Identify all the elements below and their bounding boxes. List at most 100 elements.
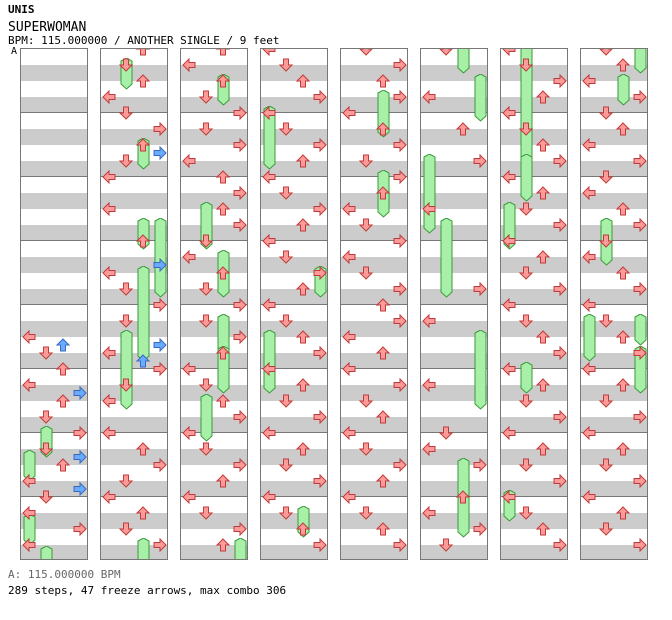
- beat-stripe: [181, 449, 247, 465]
- beat-stripe: [421, 353, 487, 369]
- arrow-right-icon: [633, 538, 647, 552]
- beat-stripe: [261, 545, 327, 559]
- measure-line: [421, 176, 487, 177]
- arrow-right-icon: [233, 458, 247, 472]
- measure-line: [421, 112, 487, 113]
- beat-stripe: [581, 417, 647, 433]
- arrow-left-icon: [502, 170, 516, 184]
- beat-stripe: [421, 193, 487, 209]
- beat-stripe: [21, 257, 87, 273]
- beat-stripe: [101, 65, 167, 81]
- arrow-right-icon: [153, 298, 167, 312]
- beat-stripe: [101, 545, 167, 559]
- measure-line: [181, 368, 247, 369]
- arrow-right-icon: [233, 298, 247, 312]
- arrow-up-icon: [456, 490, 470, 504]
- measure-line: [341, 176, 407, 177]
- freeze-arrow-right: [473, 330, 487, 410]
- freeze-arrow-right: [633, 49, 647, 74]
- beat-stripe: [341, 257, 407, 273]
- arrow-down-icon: [119, 154, 133, 168]
- beat-stripe: [341, 449, 407, 465]
- arrow-right-icon: [393, 378, 407, 392]
- arrow-up-icon: [376, 410, 390, 424]
- arrow-left-icon: [182, 426, 196, 440]
- arrow-right-icon: [233, 522, 247, 536]
- arrow-left-icon: [102, 346, 116, 360]
- arrow-down-icon: [359, 49, 373, 56]
- arrow-down-icon: [599, 458, 613, 472]
- arrow-left-icon: [262, 490, 276, 504]
- arrow-up-icon: [616, 442, 630, 456]
- arrow-left-icon: [182, 362, 196, 376]
- beat-stripe: [341, 545, 407, 559]
- arrow-right-icon: [553, 538, 567, 552]
- measure-line: [501, 176, 567, 177]
- measure-line: [101, 176, 167, 177]
- arrow-up-icon: [136, 506, 150, 520]
- beat-stripe: [181, 97, 247, 113]
- beat-stripe: [421, 65, 487, 81]
- beat-stripe: [341, 513, 407, 529]
- beat-stripe: [101, 161, 167, 177]
- arrow-down-icon: [199, 122, 213, 136]
- beat-stripe: [501, 193, 567, 209]
- beat-stripe: [341, 161, 407, 177]
- arrow-right-icon: [233, 330, 247, 344]
- chart-column-6: [420, 48, 488, 560]
- freeze-arrow-left: [262, 330, 277, 394]
- arrow-up-icon: [616, 202, 630, 216]
- beat-stripe: [581, 321, 647, 337]
- arrow-down-icon: [279, 458, 293, 472]
- beat-stripe: [421, 321, 487, 337]
- beat-stripe: [181, 417, 247, 433]
- measure-line: [181, 496, 247, 497]
- arrow-left-icon: [22, 538, 36, 552]
- arrow-right-icon: [73, 522, 87, 536]
- measure-line: [341, 304, 407, 305]
- beat-stripe: [21, 161, 87, 177]
- beat-stripe: [341, 385, 407, 401]
- measure-line: [341, 112, 407, 113]
- song-title: SUPERWOMAN: [8, 20, 87, 35]
- arrow-down-icon: [119, 314, 133, 328]
- measure-line: [501, 496, 567, 497]
- beat-stripe: [581, 225, 647, 241]
- measure-line: [21, 176, 87, 177]
- beat-stripe: [421, 289, 487, 305]
- measure-line: [501, 432, 567, 433]
- arrow-right-icon: [633, 154, 647, 168]
- arrow-up-icon: [136, 49, 150, 56]
- arrow-right-icon: [473, 458, 487, 472]
- arrow-up-icon: [376, 346, 390, 360]
- freeze-arrow-up: [136, 538, 151, 559]
- arrow-right-icon: [553, 410, 567, 424]
- arrow-left-icon: [102, 394, 116, 408]
- song-artist: UNIS: [8, 3, 35, 16]
- arrow-up-icon: [216, 266, 230, 280]
- arrow-right-icon: [393, 538, 407, 552]
- arrow-left-icon: [582, 250, 596, 264]
- beat-stripe: [501, 65, 567, 81]
- beat-stripe: [421, 513, 487, 529]
- beat-stripe: [421, 545, 487, 559]
- arrow-left-icon: [102, 266, 116, 280]
- arrow-up-icon: [456, 122, 470, 136]
- arrow-down-icon: [519, 506, 533, 520]
- beat-stripe: [101, 481, 167, 497]
- beat-stripe: [21, 129, 87, 145]
- measure-line: [181, 176, 247, 177]
- arrow-down-icon: [599, 394, 613, 408]
- beat-stripe: [181, 545, 247, 559]
- arrow-right-icon: [553, 282, 567, 296]
- beat-stripe: [181, 65, 247, 81]
- beat-stripe: [261, 97, 327, 113]
- arrow-right-icon: [313, 266, 327, 280]
- arrow-down-icon: [199, 378, 213, 392]
- beat-stripe: [581, 289, 647, 305]
- measure-line: [581, 304, 647, 305]
- arrow-up-icon: [536, 138, 550, 152]
- arrow-left-icon: [502, 362, 516, 376]
- arrow-right-icon: [313, 538, 327, 552]
- beat-stripe: [181, 193, 247, 209]
